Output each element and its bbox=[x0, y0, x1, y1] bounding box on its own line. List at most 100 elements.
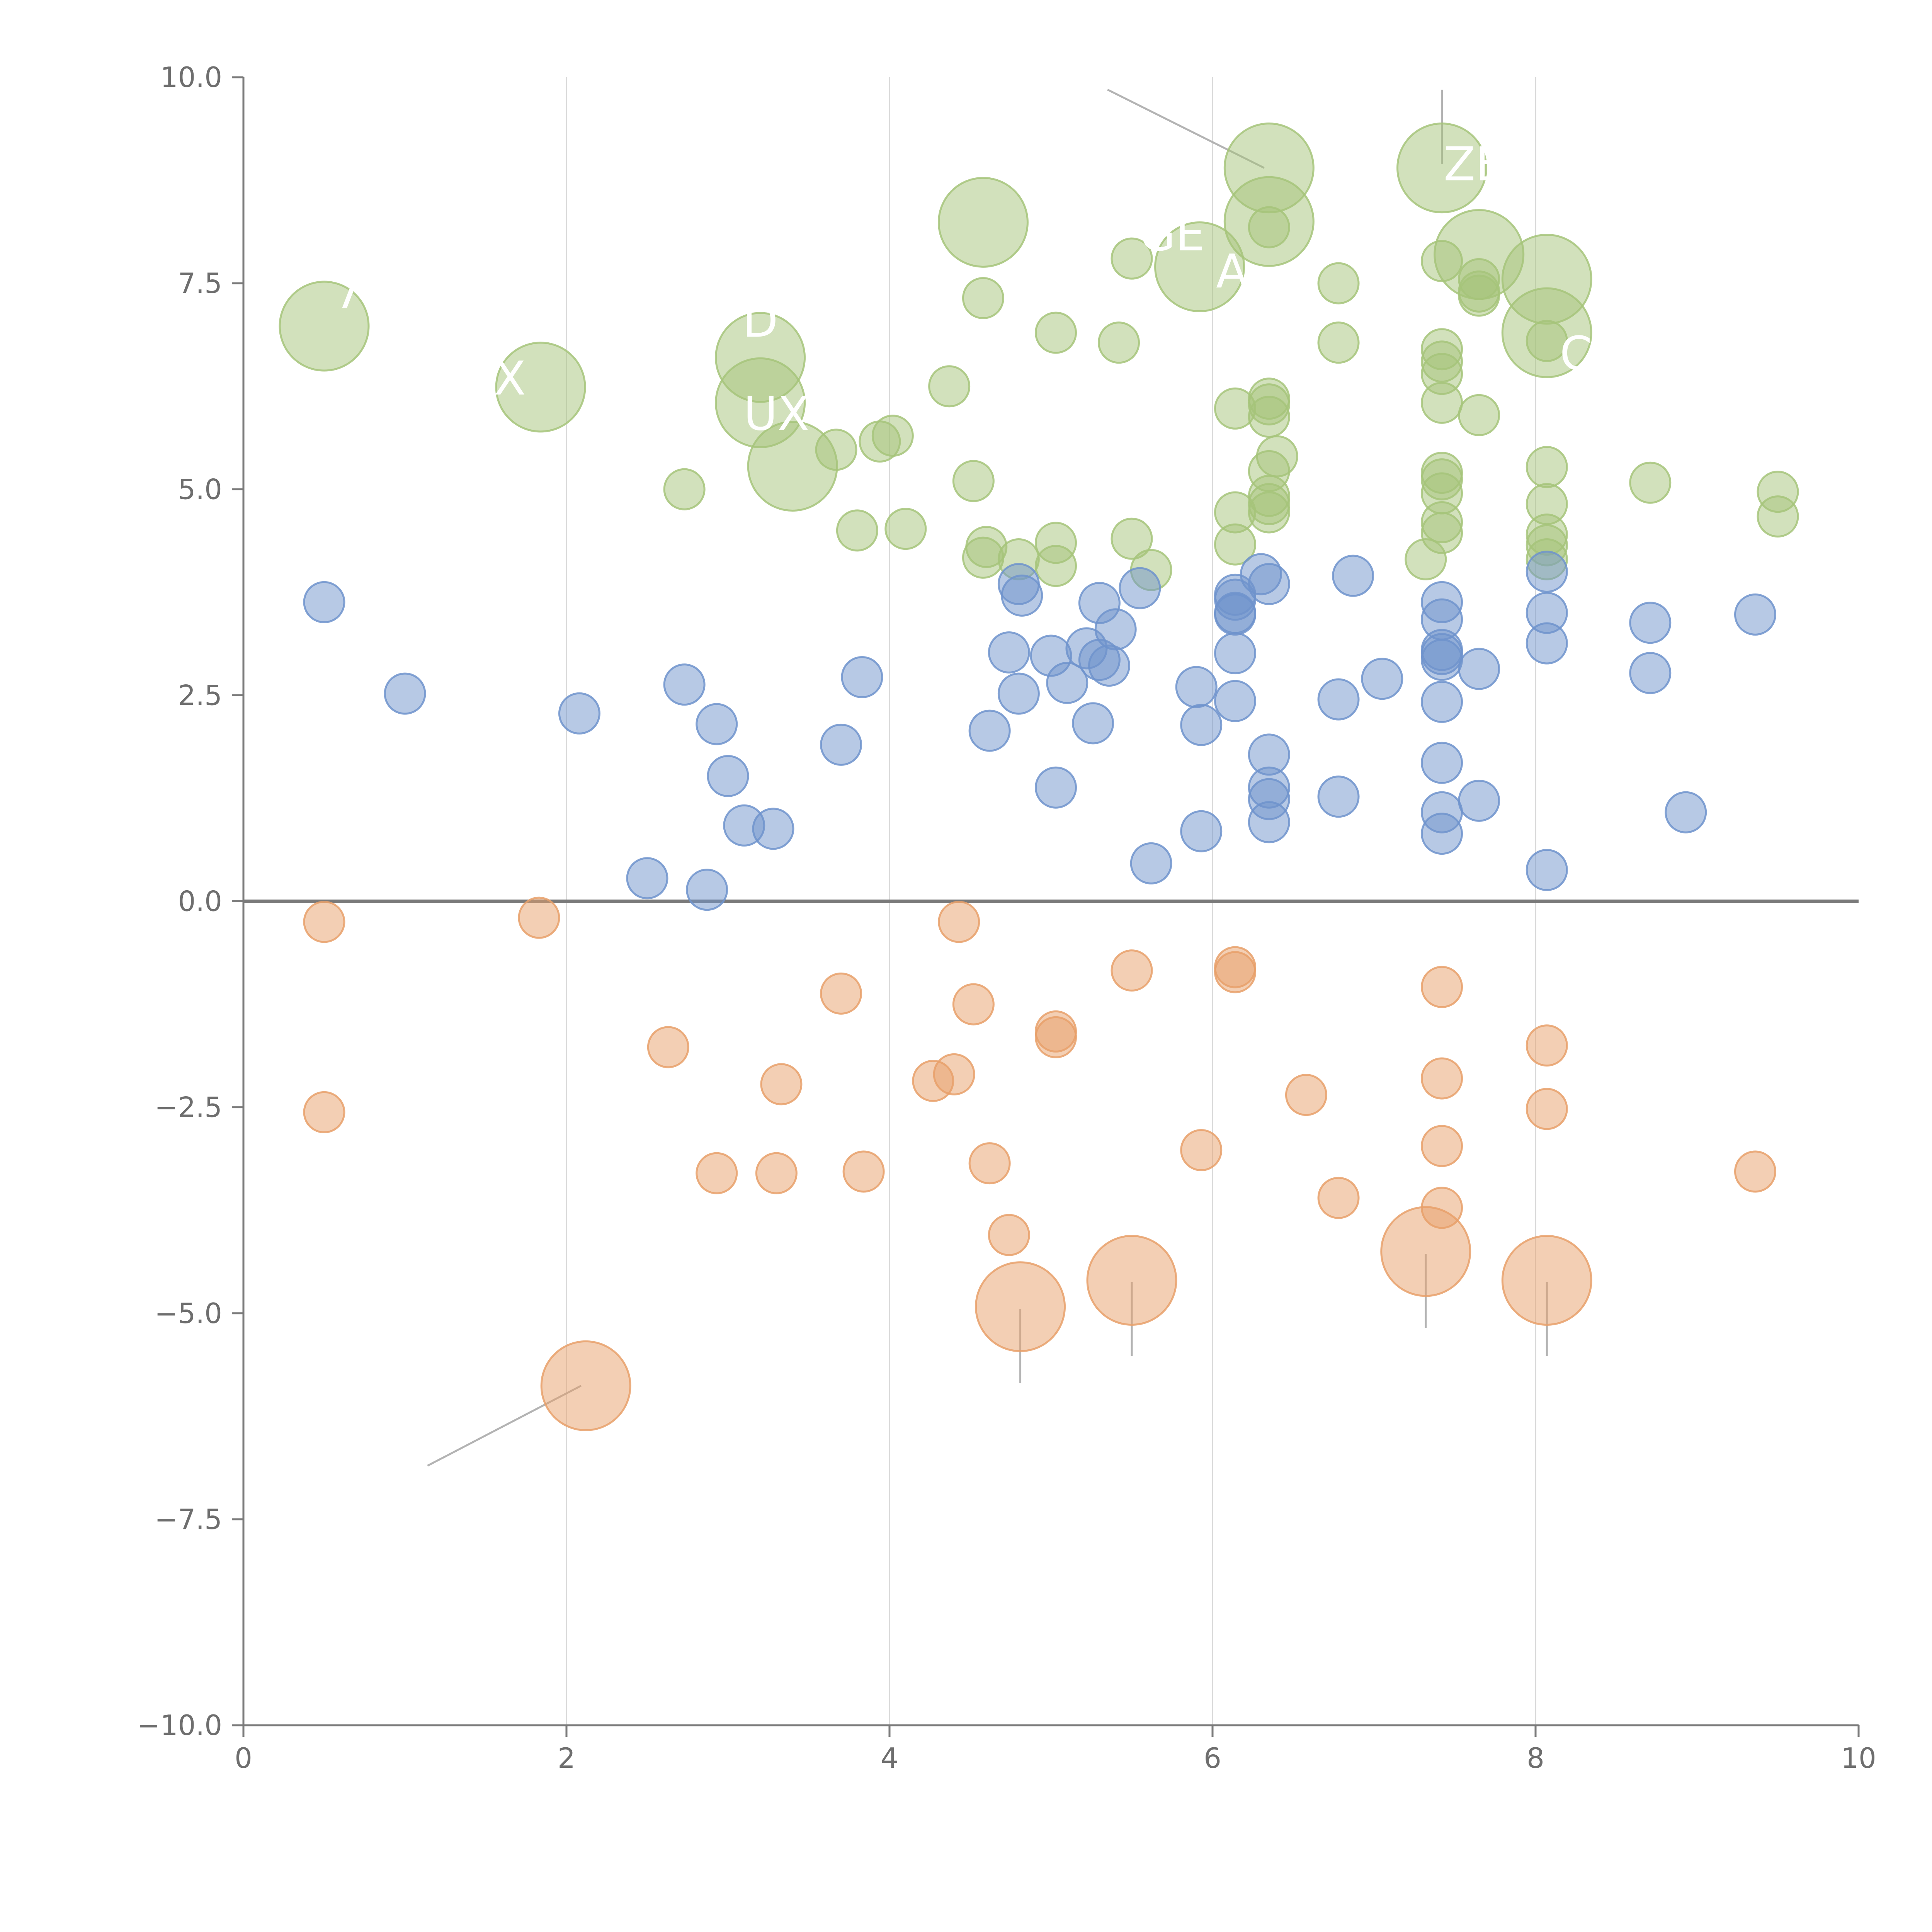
point-blue bbox=[1078, 582, 1121, 624]
annotation-labels: X UX GE ZE 7 D A C bbox=[334, 138, 1592, 441]
point-orange bbox=[1421, 1125, 1463, 1167]
y-tick-label: 7.5 bbox=[178, 267, 222, 299]
annotation-label: GE bbox=[1139, 208, 1205, 262]
point-blue bbox=[1248, 563, 1290, 605]
point-blue bbox=[663, 663, 706, 706]
point-orange bbox=[303, 901, 345, 943]
point-green bbox=[815, 429, 857, 471]
y-tick-label: 0.0 bbox=[178, 885, 222, 918]
x-tick-label: 2 bbox=[558, 1742, 575, 1774]
annotation-label: D bbox=[742, 294, 778, 348]
point-green bbox=[1154, 221, 1245, 312]
point-orange bbox=[760, 1063, 803, 1105]
point-orange bbox=[540, 1340, 631, 1431]
point-blue bbox=[1526, 622, 1568, 665]
point-orange bbox=[933, 1053, 975, 1095]
point-blue bbox=[1130, 842, 1172, 884]
point-orange bbox=[1180, 1129, 1223, 1172]
point-blue bbox=[1421, 742, 1463, 784]
axes: 0 2 4 6 8 10 −10.0 −7.5 −5.0 −2.5 0.0 2.5 5.0 7.5 10.0 bbox=[137, 61, 1876, 1774]
point-green bbox=[1421, 240, 1463, 282]
point-orange bbox=[1526, 1088, 1568, 1130]
point-orange bbox=[1501, 1235, 1592, 1326]
point-blue bbox=[1526, 849, 1568, 891]
point-green bbox=[962, 277, 1004, 320]
y-tick-label: 10.0 bbox=[160, 61, 222, 94]
annotation-label: A bbox=[1216, 245, 1248, 299]
point-green bbox=[1629, 461, 1672, 504]
point-orange bbox=[952, 983, 995, 1026]
point-blue bbox=[1119, 567, 1161, 609]
point-blue bbox=[1361, 658, 1403, 700]
point-blue bbox=[1332, 554, 1374, 597]
point-orange bbox=[938, 901, 980, 943]
point-orange bbox=[1421, 966, 1463, 1008]
point-orange bbox=[696, 1152, 738, 1194]
point-blue bbox=[1088, 645, 1130, 687]
point-orange bbox=[968, 1142, 1011, 1185]
point-green bbox=[1035, 311, 1077, 354]
x-tick-label: 0 bbox=[235, 1742, 252, 1774]
point-blue bbox=[1734, 593, 1776, 636]
point-green bbox=[1111, 237, 1153, 280]
point-green bbox=[495, 342, 586, 433]
point-orange bbox=[1380, 1206, 1471, 1297]
point-orange bbox=[1734, 1150, 1776, 1193]
point-orange bbox=[647, 1026, 689, 1068]
point-blue bbox=[1629, 652, 1672, 694]
point-green bbox=[663, 468, 706, 510]
point-blue bbox=[558, 692, 600, 735]
point-blue bbox=[1317, 776, 1360, 818]
annotation-label: ZE bbox=[1444, 138, 1505, 192]
point-blue bbox=[626, 857, 668, 900]
point-blue bbox=[1180, 810, 1223, 852]
y-tick-label: 5.0 bbox=[178, 473, 222, 505]
point-orange bbox=[1526, 1024, 1568, 1067]
point-orange bbox=[1285, 1074, 1327, 1116]
point-green bbox=[1214, 523, 1257, 566]
point-orange bbox=[1317, 1177, 1360, 1219]
point-orange bbox=[1111, 949, 1153, 992]
x-tick-label: 10 bbox=[1841, 1742, 1876, 1774]
point-green bbox=[836, 509, 878, 552]
point-blue bbox=[1421, 813, 1463, 855]
point-orange bbox=[1421, 1057, 1463, 1100]
point-blue bbox=[1665, 791, 1707, 833]
point-blue bbox=[1046, 662, 1088, 704]
annotation-label: C bbox=[1560, 327, 1592, 381]
point-green bbox=[1421, 381, 1463, 424]
point-blue bbox=[1214, 593, 1257, 636]
point-orange bbox=[1035, 1016, 1077, 1058]
point-blue bbox=[707, 755, 749, 797]
point-blue bbox=[1458, 648, 1500, 690]
point-orange bbox=[1214, 951, 1257, 993]
point-green bbox=[1757, 495, 1799, 538]
point-blue bbox=[1035, 766, 1077, 809]
x-tick-label: 6 bbox=[1204, 1742, 1221, 1774]
point-green bbox=[1458, 394, 1500, 436]
point-blue bbox=[686, 869, 728, 911]
point-blue bbox=[988, 631, 1030, 673]
point-green bbox=[1035, 545, 1077, 587]
point-green bbox=[1098, 321, 1140, 364]
point-green bbox=[1248, 206, 1290, 248]
point-blue bbox=[1072, 702, 1114, 745]
point-green bbox=[1526, 320, 1568, 362]
x-tick-label: 8 bbox=[1527, 1742, 1544, 1774]
point-blue bbox=[696, 703, 738, 745]
point-green bbox=[279, 281, 370, 372]
point-green bbox=[871, 415, 914, 457]
annotation-label: X bbox=[494, 352, 526, 406]
x-tick-label: 4 bbox=[881, 1742, 898, 1774]
point-green bbox=[1317, 321, 1360, 364]
point-blue bbox=[384, 672, 426, 715]
point-green bbox=[1248, 396, 1290, 438]
point-blue bbox=[968, 709, 1011, 752]
point-blue bbox=[820, 723, 862, 766]
point-orange bbox=[988, 1214, 1030, 1256]
point-blue bbox=[1421, 680, 1463, 723]
point-orange bbox=[820, 972, 862, 1015]
data-points bbox=[279, 122, 1799, 1431]
